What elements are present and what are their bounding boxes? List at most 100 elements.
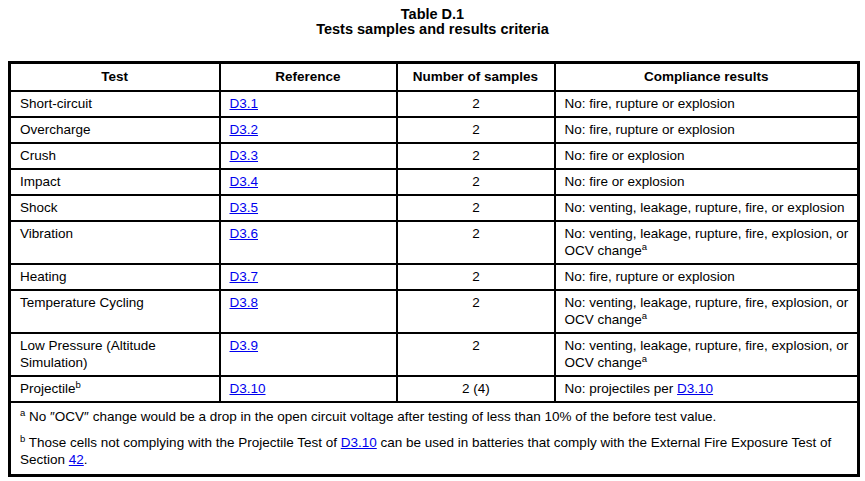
footnotes-row: a No ″OCV″ change would be a drop in the… [10,402,859,476]
footnote-b: b Those cells not complying with the Pro… [20,434,848,468]
table-row: Short-circuit D3.1 2 No: fire, rupture or e… [10,91,859,117]
cell-text: No: fire or explosion [565,148,685,163]
reference-cell: D3.8 [220,290,397,333]
test-cell: Crush [10,143,220,169]
column-header-test: Test [10,63,220,92]
test-cell: Vibration [10,221,220,264]
samples-cell: 2 [397,195,555,221]
compliance-reference-link[interactable]: D3.10 [677,381,713,396]
reference-link[interactable]: D3.4 [230,174,259,189]
table-row: HeatingD3.72No: fire, rupture or explosi… [10,264,859,290]
reference-cell: D3.3 [220,143,397,169]
compliance-cell: No: fire or explosion [555,143,859,169]
reference-cell: D3.1 [220,91,397,117]
reference-link[interactable]: D3.6 [230,226,259,241]
samples-cell: 2 (4) [397,376,555,402]
samples-cell: 2 [397,91,555,117]
footnote-link[interactable]: D3.10 [341,435,377,450]
footnote-marker-ref: b [76,379,81,390]
cell-text: No: fire, rupture or explosion [565,122,735,137]
document-page: Table D.1 Tests samples and results crit… [0,0,865,481]
cell-text: No: venting, leakage, rupture, fire, exp… [565,226,849,258]
cell-text: Shock [20,200,58,215]
reference-cell: D3.6 [220,221,397,264]
column-header-number-of-samples: Number of samples [397,63,555,92]
compliance-cell: No: fire, rupture or explosion [555,91,859,117]
compliance-cell: No: venting, leakage, rupture, fire, or … [555,195,859,221]
footnote-a: a No ″OCV″ change would be a drop in the… [20,408,848,425]
compliance-cell: No: fire or explosion [555,169,859,195]
table-title: Table D.1 Tests samples and results crit… [0,0,865,37]
cell-text: No: fire, rupture or explosion [565,269,735,284]
cell-text: Crush [20,148,56,163]
table-row: Impact D3.4 2 No: fire or explosion [10,169,859,195]
reference-cell: D3.10 [220,376,397,402]
cell-text: Vibration [20,226,73,241]
reference-cell: D3.2 [220,117,397,143]
cell-text: No: fire, rupture or explosion [565,96,735,111]
test-cell: Heating [10,264,220,290]
test-cell: Shock [10,195,220,221]
footnote-marker-ref: a [642,310,647,321]
cell-text: Short-circuit [20,96,92,111]
reference-cell: D3.5 [220,195,397,221]
reference-link[interactable]: D3.8 [230,295,259,310]
table-row: ProjectilebD3.102 (4)No: projectiles per… [10,376,859,402]
samples-cell: 2 [397,290,555,333]
cell-text: Projectile [20,381,76,396]
table-row: Vibration D3.6 2 No: venting, leakage, rupt… [10,221,859,264]
reference-link[interactable]: D3.5 [230,200,259,215]
cell-text: No ″OCV″ change would be a drop in the o… [29,409,716,424]
footnote-marker-ref: a [642,353,647,364]
reference-link[interactable]: D3.3 [230,148,259,163]
footnote-marker-ref: a [642,241,647,252]
cell-text: No: projectiles per [565,381,678,396]
reference-link[interactable]: D3.10 [230,381,266,396]
samples-cell: 2 [397,169,555,195]
column-header-compliance-results: Compliance results [555,63,859,92]
table-number: Table D.1 [0,7,865,22]
tests-results-table: TestReferenceNumber of samplesCompliance… [8,61,860,477]
cell-text: No: venting, leakage, rupture, fire, exp… [565,295,849,327]
reference-link[interactable]: D3.9 [230,338,259,353]
compliance-cell: No: projectiles per D3.10 [555,376,859,402]
compliance-cell: No: fire, rupture or explosion [555,117,859,143]
compliance-cell: No: venting, leakage, rupture, fire, exp… [555,333,859,376]
reference-link[interactable]: D3.1 [230,96,259,111]
column-header-reference: Reference [220,63,397,92]
samples-cell: 2 [397,117,555,143]
test-cell: Overcharge [10,117,220,143]
cell-text: Temperature Cycling [20,295,144,310]
test-cell: Temperature Cycling [10,290,220,333]
reference-cell: D3.4 [220,169,397,195]
reference-link[interactable]: D3.7 [230,269,259,284]
test-cell: Impact [10,169,220,195]
compliance-cell: No: venting, leakage, rupture, fire, exp… [555,290,859,333]
footnote-marker: a [20,407,25,418]
test-cell: Projectileb [10,376,220,402]
reference-cell: D3.9 [220,333,397,376]
reference-link[interactable]: D3.2 [230,122,259,137]
table-row: Low Pressure (Altitude Simulation) D3.9 2N… [10,333,859,376]
cell-text: . [84,452,88,467]
test-cell: Low Pressure (Altitude Simulation) [10,333,220,376]
footnotes-cell: a No ″OCV″ change would be a drop in the… [10,402,859,476]
compliance-cell: No: venting, leakage, rupture, fire, exp… [555,221,859,264]
samples-cell: 2 [397,333,555,376]
table-row: Overcharge D3.2 2 No: fire, rupture or expl… [10,117,859,143]
samples-cell: 2 [397,143,555,169]
table-row: Temperature Cycling D3.8 2 No: venting, lea… [10,290,859,333]
reference-cell: D3.7 [220,264,397,290]
compliance-cell: No: fire, rupture or explosion [555,264,859,290]
cell-text: No: venting, leakage, rupture, fire, exp… [565,338,849,370]
table-row: Crush D3.3 2 No: fire or explosion [10,143,859,169]
samples-cell: 2 [397,221,555,264]
cell-text: No: fire or explosion [565,174,685,189]
table-header-row: TestReferenceNumber of samplesCompliance… [10,63,859,92]
footnote-link[interactable]: 42 [69,452,84,467]
cell-text: Low Pressure (Altitude Simulation) [20,338,156,370]
footnote-marker: b [20,433,25,444]
test-cell: Short-circuit [10,91,220,117]
cell-text: Those cells not complying with the Proje… [29,435,341,450]
cell-text: No: venting, leakage, rupture, fire, or … [565,200,845,215]
